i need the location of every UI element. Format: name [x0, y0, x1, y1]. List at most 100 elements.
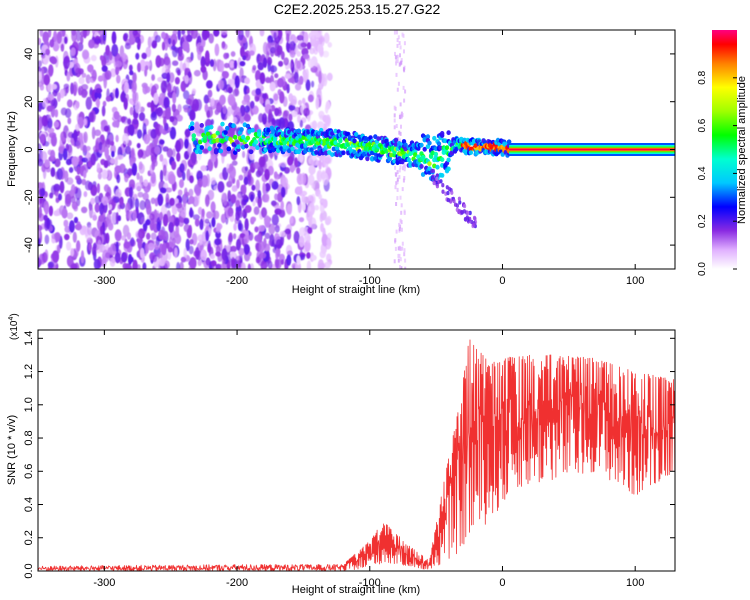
- spectrogram-cell: [174, 233, 182, 245]
- spectrogram-cell: [435, 176, 439, 182]
- spectrogram-cell: [49, 192, 54, 199]
- spectrogram-cell: [322, 50, 330, 58]
- spectrogram-cell: [132, 259, 138, 269]
- spectrogram-cell: [168, 236, 173, 248]
- spectrogram-cell: [318, 35, 325, 47]
- spectrogram-cell: [223, 52, 229, 60]
- spectrogram-cell: [324, 217, 331, 226]
- spectrogram-cell: [77, 68, 84, 75]
- spectrogram-cell: [137, 228, 145, 239]
- spectrogram-cell: [81, 49, 90, 60]
- spectrogram-cell: [91, 126, 96, 140]
- spectrogram-cell: [399, 265, 401, 269]
- spectrogram-cell: [243, 244, 250, 255]
- spectrogram-cell: [65, 158, 72, 166]
- spectrogram-cell: [215, 231, 221, 239]
- spectrogram-cell: [152, 254, 158, 263]
- spectrogram-cell: [143, 179, 149, 187]
- spectrogram-cell: [401, 166, 404, 171]
- spectrogram-cell: [269, 65, 278, 73]
- spectrogram-cell: [168, 221, 174, 233]
- spectrogram-cell: [395, 30, 398, 35]
- spectrogram-cell: [244, 143, 249, 149]
- spectrogram-cell: [435, 173, 439, 178]
- spectrogram-cell: [191, 133, 196, 139]
- colorbar-tick-label: 0.8: [697, 70, 708, 84]
- spectrogram-cell: [61, 30, 66, 37]
- spectrogram-cell: [267, 260, 273, 269]
- spectrogram-cell: [289, 40, 296, 52]
- spectrogram-cell: [290, 50, 295, 56]
- spectrogram-cell: [250, 100, 255, 109]
- spectrogram-cell: [275, 239, 283, 249]
- spectrogram-cell: [288, 113, 293, 122]
- spectrogram-cell: [53, 183, 61, 193]
- spectrogram-cell: [296, 128, 302, 134]
- spectrogram-cell: [177, 30, 181, 41]
- spectrogram-cell: [419, 142, 424, 148]
- spectrogram-cell: [204, 218, 210, 224]
- spectrogram-cell: [399, 257, 402, 262]
- spectrogram-cell: [215, 130, 220, 136]
- spectrogram-cell: [146, 145, 151, 157]
- spectrogram-cell: [395, 59, 398, 64]
- spectrogram-cell: [47, 117, 53, 129]
- spectrogram-cell: [458, 200, 462, 205]
- spectrogram-cell: [69, 220, 75, 233]
- spectrogram-cell: [87, 181, 93, 191]
- spectrogram-cell: [66, 212, 74, 220]
- spectrogram-cell: [115, 134, 119, 143]
- spectrogram-cell: [398, 138, 401, 143]
- spectrogram-cell: [90, 197, 95, 205]
- spectrogram-cell: [317, 259, 325, 269]
- spectrogram-cell: [98, 141, 103, 151]
- spectrogram-cell: [108, 222, 114, 231]
- spectrogram-cell: [261, 207, 267, 218]
- spectrogram-cell: [280, 161, 287, 168]
- snr-y-axis: 0.0 0.2 0.4 0.6 0.8 1.0 1.2 1.4: [23, 331, 675, 579]
- spectrogram-cell: [190, 30, 198, 39]
- spectrogram-cell: [397, 137, 400, 142]
- spectrogram-cell: [137, 191, 144, 198]
- spectrogram-cell: [238, 247, 245, 256]
- spectrogram-cell: [306, 235, 311, 243]
- spectrogram-cell: [403, 252, 406, 257]
- spectrogram-cell: [154, 145, 161, 155]
- spectrogram-cell: [259, 252, 267, 259]
- spectrogram-cell: [247, 263, 251, 269]
- spectrogram-cell: [394, 185, 397, 190]
- spectrogram-y-tick-label: 20: [23, 96, 35, 108]
- spectrogram-cell: [230, 194, 237, 204]
- spectrogram-cell: [401, 187, 404, 192]
- spectrogram-cell: [175, 202, 183, 209]
- spectrogram-cell: [53, 210, 60, 217]
- spectrogram-cell: [368, 135, 373, 141]
- spectrogram-cell: [38, 229, 41, 239]
- spectrogram-cell: [81, 72, 87, 78]
- spectrogram-cell: [42, 98, 48, 108]
- spectrogram-cell: [243, 234, 250, 244]
- spectrogram-cell: [54, 232, 61, 242]
- spectrogram-cell: [65, 193, 72, 204]
- spectrogram-cell: [265, 77, 272, 84]
- spectrogram-cell: [311, 32, 315, 40]
- spectrogram-cell: [354, 132, 359, 137]
- spectrogram-cell: [393, 125, 396, 130]
- spectrogram-cell: [318, 159, 322, 170]
- spectrogram-cell: [132, 30, 138, 36]
- spectrogram-cell: [176, 152, 181, 162]
- spectrogram-cell: [320, 172, 327, 180]
- spectrogram-cell: [213, 148, 219, 153]
- spectrogram-cell: [413, 152, 418, 158]
- spectrogram-cell: [54, 190, 59, 196]
- spectrogram-cell: [308, 164, 316, 175]
- spectrogram-cell: [200, 56, 206, 69]
- spectrogram-cell: [109, 158, 117, 164]
- spectrogram-cell: [99, 202, 104, 216]
- snr-y-label: SNR (10 * v/v): [6, 415, 18, 485]
- spectrogram-cell: [440, 131, 445, 136]
- spectrogram-cell: [213, 30, 220, 37]
- spectrogram-cell: [125, 145, 131, 155]
- spectrogram-cell: [236, 144, 241, 150]
- spectrogram-cell: [206, 110, 211, 119]
